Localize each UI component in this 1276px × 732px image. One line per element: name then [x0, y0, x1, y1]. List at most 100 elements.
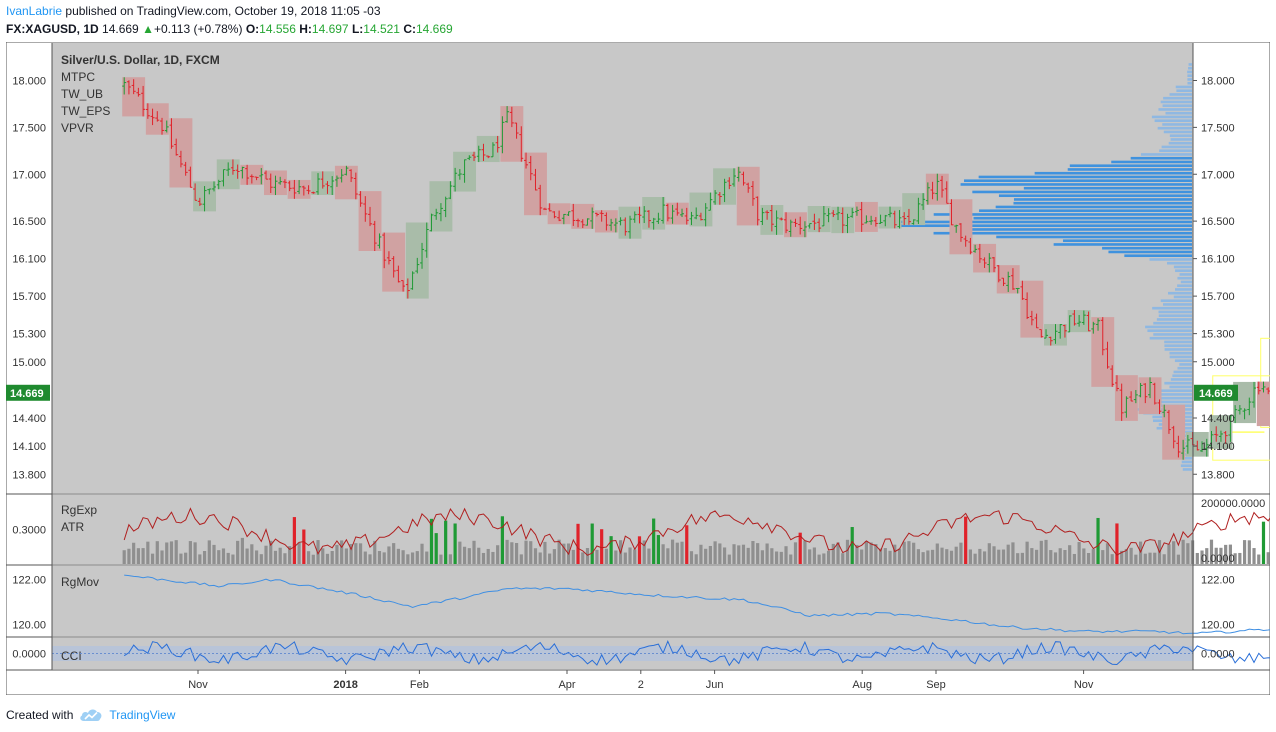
vpvr-bar [1158, 314, 1192, 318]
volume-bar [699, 544, 703, 564]
volume-bar [973, 553, 977, 564]
volume-bar [940, 547, 944, 564]
volume-bar [486, 548, 490, 564]
volume-bar [477, 547, 481, 564]
vpvr-bar [1158, 310, 1192, 314]
volume-bar [349, 544, 353, 564]
volume-bar [1181, 539, 1185, 564]
y-tick-label-left: 14.400 [12, 413, 46, 425]
vpvr-bar [1159, 149, 1192, 153]
volume-bar [1219, 547, 1223, 564]
volume-bar [552, 549, 556, 564]
indicator-label-mtpc: MTPC [61, 70, 95, 84]
x-tick-label: Feb [410, 679, 429, 691]
vpvr-bar [1174, 359, 1192, 363]
time-axis[interactable]: Nov 2018 Feb Apr 2 Jun Aug Sep Nov [188, 670, 1094, 691]
volume-bar [680, 541, 684, 564]
indicator-label-tw-ub: TW_UB [61, 87, 103, 101]
candlestick-series [122, 77, 1270, 460]
volume-bar [316, 540, 320, 564]
main-pane-title: Silver/U.S. Dollar, 1D, FXCM [61, 53, 220, 67]
open-label: O: [245, 22, 260, 36]
volume-bar [779, 551, 783, 564]
vpvr-bar [1160, 299, 1192, 303]
volume-bar [1068, 545, 1072, 564]
volume-bar [675, 542, 679, 564]
volume-bar [685, 525, 689, 564]
volume-bar [964, 516, 968, 564]
volume-bar [548, 553, 552, 564]
vpvr-bar [1175, 85, 1192, 89]
vpvr-bar [1156, 396, 1192, 400]
author-link[interactable]: IvanLabrie [6, 4, 63, 18]
rgmov-left-tick: 120.00 [12, 620, 46, 632]
volume-bar [1238, 552, 1242, 564]
vpvr-bar [1181, 460, 1192, 464]
volume-bar [254, 550, 259, 564]
vpvr-bar [1180, 464, 1192, 468]
vpvr-bar [1053, 243, 1192, 246]
cci-pane[interactable]: CCI 0.0000 0.0000 [12, 638, 1270, 669]
volume-bar [212, 544, 216, 564]
volume-bar [524, 540, 528, 564]
vpvr-bar [1188, 63, 1192, 66]
volume-bar [1025, 541, 1029, 564]
vpvr-bar [1182, 468, 1192, 471]
volume-bar [822, 553, 826, 564]
up-arrow-icon: ▲ [142, 22, 154, 36]
vpvr-bar [1154, 119, 1192, 123]
vpvr-bar [1176, 89, 1192, 93]
weekly-box [500, 106, 524, 162]
volume-bar [826, 550, 831, 564]
symbol-ohlc-line: FX:XAGUSD, 1D 14.669 ▲+0.113 (+0.78%) O:… [6, 21, 453, 37]
volume-bar [571, 549, 575, 564]
y-tick-label-left: 13.800 [12, 469, 46, 481]
volume-bar [529, 541, 533, 564]
tradingview-link[interactable]: TradingView [79, 706, 175, 724]
vpvr-bar [1149, 336, 1192, 340]
vpvr-bar [1173, 295, 1192, 299]
vpvr-bar [1170, 138, 1192, 141]
volume-bar [377, 551, 382, 564]
volume-bar [330, 550, 334, 564]
volume-bar [1016, 553, 1020, 564]
vpvr-bar [978, 175, 1192, 179]
volume-bar [269, 540, 273, 564]
volume-bar [146, 541, 150, 564]
volume-bar [609, 536, 613, 564]
volume-bar [231, 554, 235, 564]
volume-bar [1205, 548, 1209, 564]
y-tick-label-left: 17.000 [12, 169, 46, 181]
volume-bar [1242, 540, 1247, 564]
volume-bar [273, 550, 278, 564]
volume-bar [902, 541, 906, 564]
price-chart[interactable]: Silver/U.S. Dollar, 1D, FXCM MTPC TW_UB … [6, 42, 1270, 695]
volume-bar [737, 545, 741, 564]
vpvr-bar [1187, 81, 1192, 85]
volume-pane[interactable]: RgExp ATR 0.3000 200000.0000 0.0000 [12, 495, 1270, 565]
main-pane[interactable]: Silver/U.S. Dollar, 1D, FXCM MTPC TW_UB … [6, 43, 1270, 493]
volume-bar [496, 545, 500, 564]
volume-bar [855, 544, 859, 564]
rgmov-pane[interactable]: RgMov 122.00 122.00 120.00 120.00 [12, 566, 1270, 636]
volume-bar [1224, 544, 1228, 564]
vpvr-bar [1108, 250, 1192, 254]
volume-bar [1209, 539, 1214, 564]
volume-bar [425, 551, 429, 564]
vpvr-bar [1162, 123, 1192, 126]
volume-bar [160, 550, 164, 564]
volume-bar [888, 550, 892, 564]
volume-bar [770, 548, 774, 564]
volume-bar [444, 520, 448, 564]
volume-bar [396, 548, 400, 564]
volume-bar [1039, 540, 1043, 564]
volume-bar [992, 546, 996, 564]
volume-bar [382, 552, 386, 564]
volume-bar [1233, 553, 1237, 564]
volume-bar [864, 541, 868, 564]
price-tag-right-text: 14.669 [1199, 388, 1233, 400]
volume-bar [1001, 549, 1006, 564]
volume-bar [462, 546, 467, 564]
indicator-label-rgmov: RgMov [61, 575, 99, 589]
volume-bar [434, 533, 438, 564]
